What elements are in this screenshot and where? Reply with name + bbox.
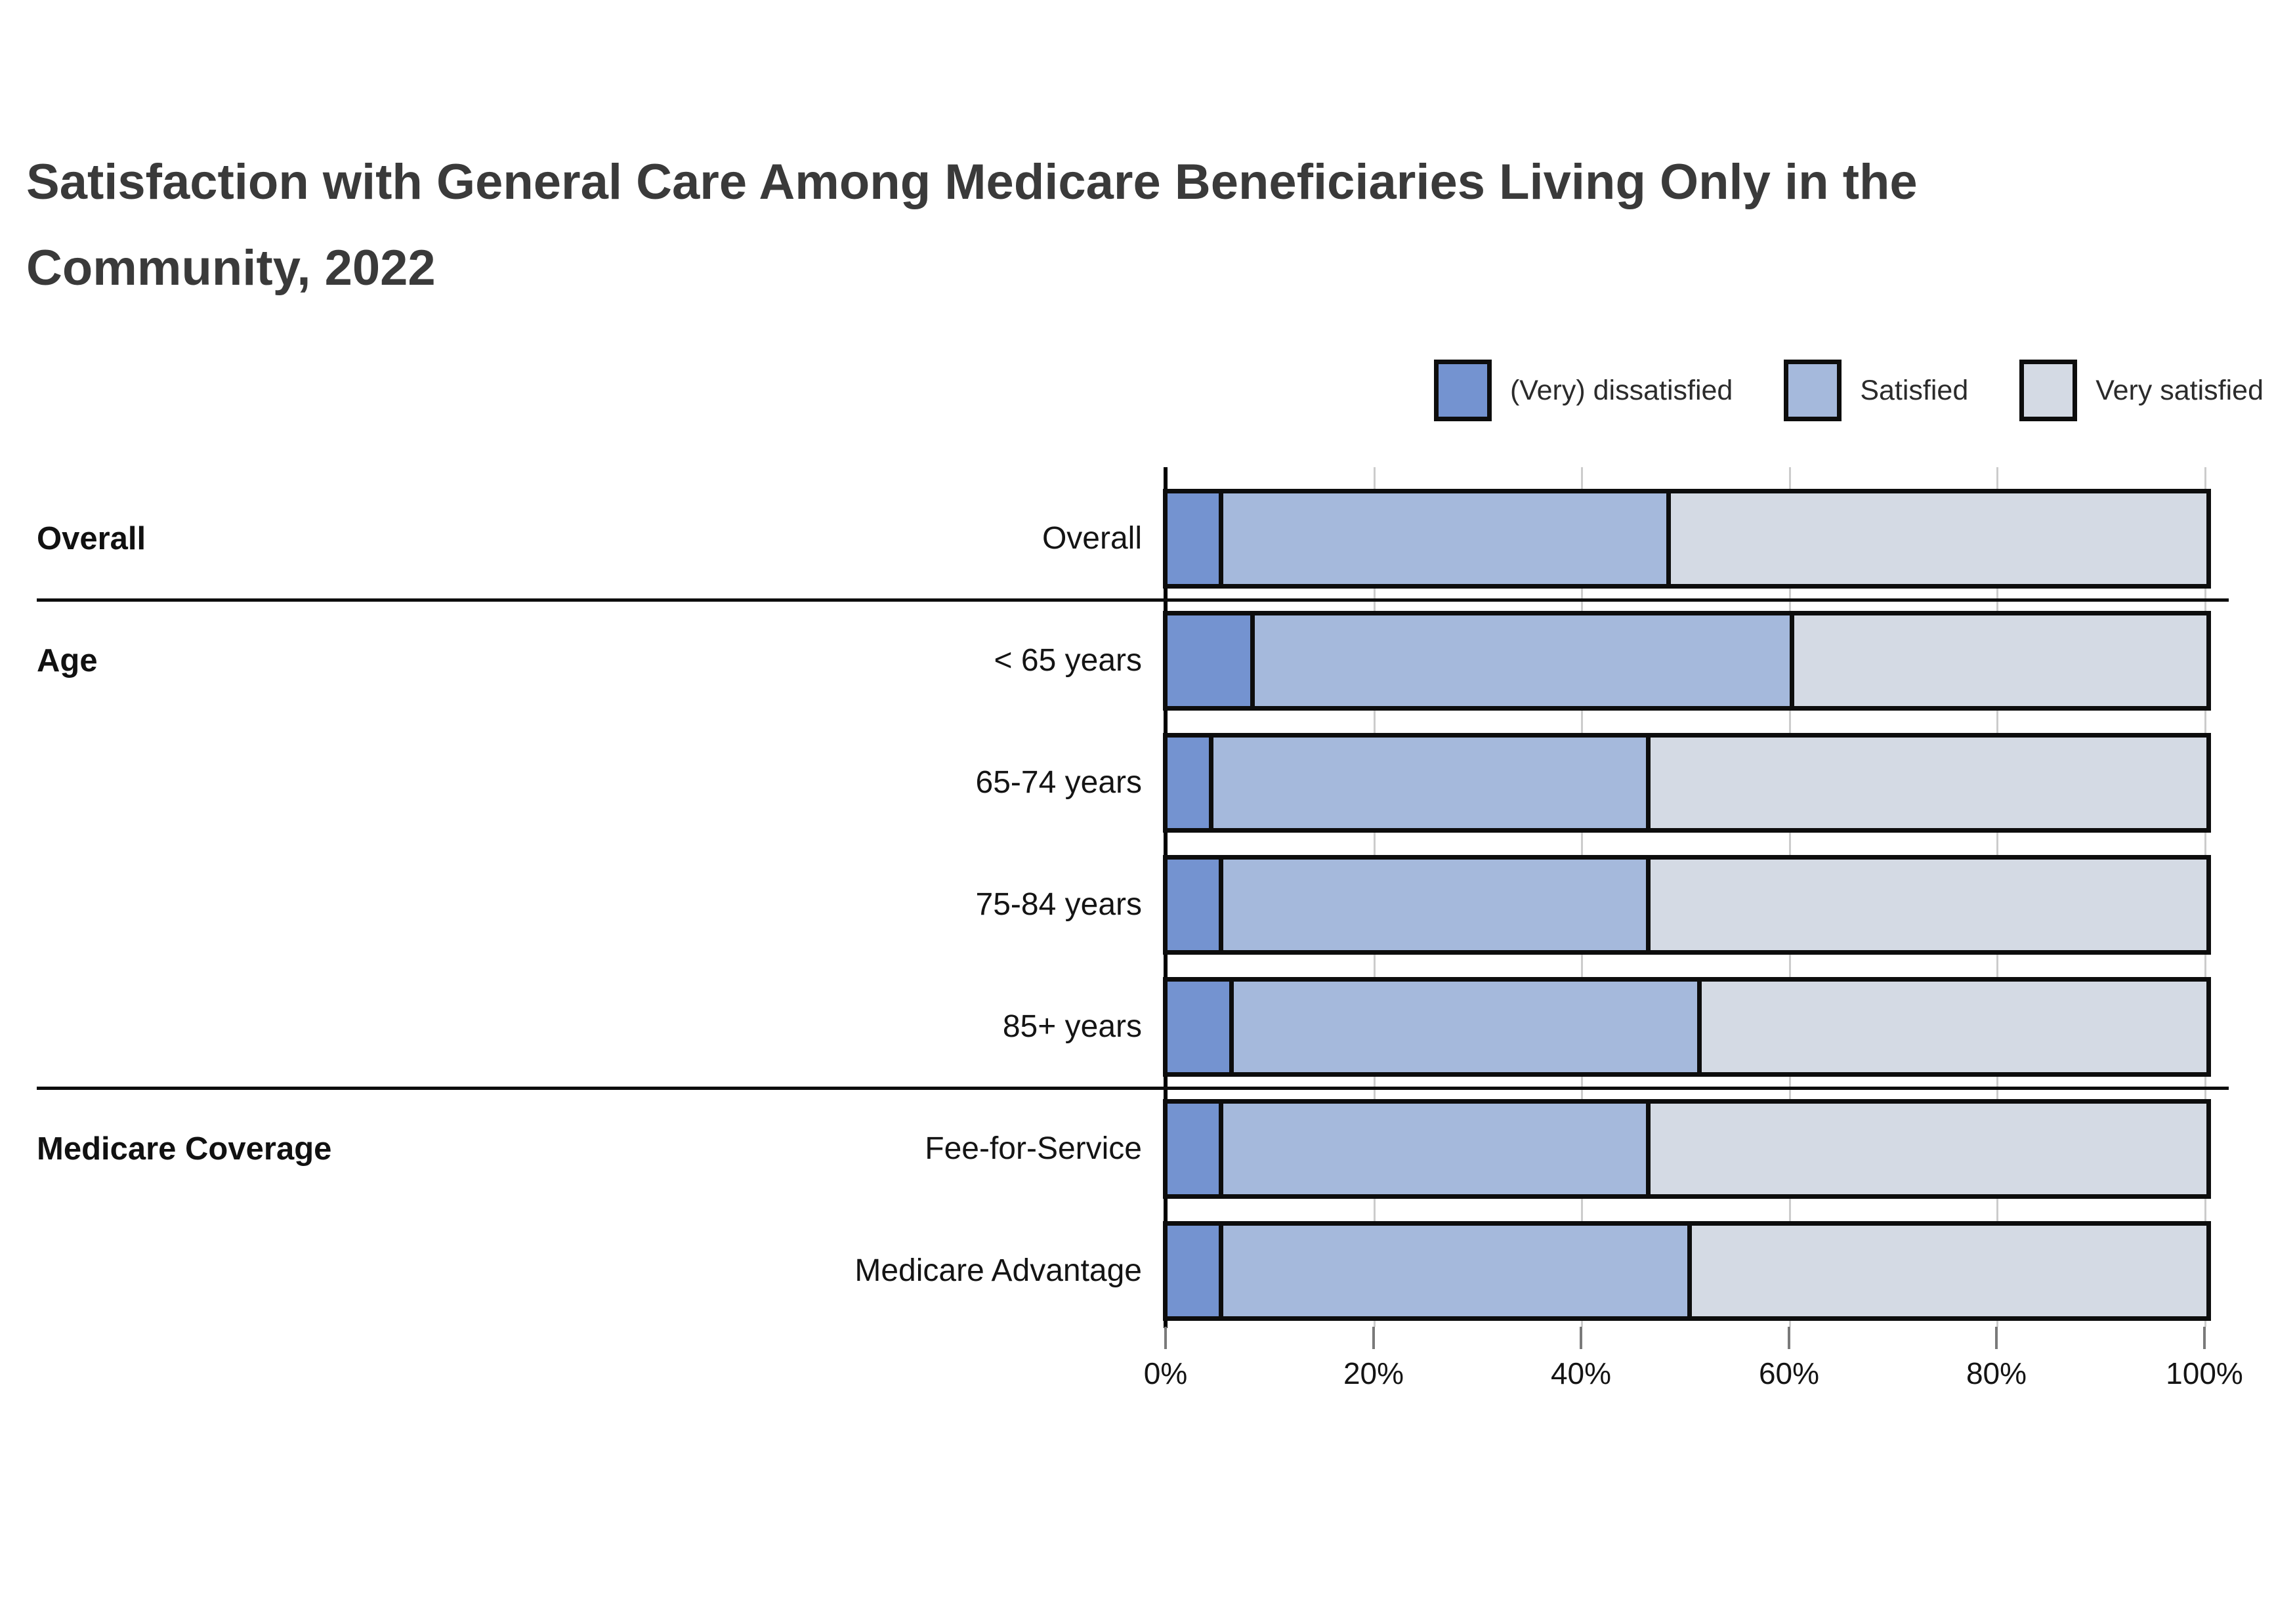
x-tick-20 bbox=[1372, 1327, 1375, 1349]
bar-segment-dissatisfied bbox=[1168, 982, 1230, 1072]
row-label: < 65 years bbox=[994, 643, 1142, 678]
bar-segment-very-satisfied bbox=[1650, 1104, 2207, 1194]
group-label-age: Age bbox=[37, 643, 98, 678]
group-divider bbox=[37, 1087, 2229, 1090]
bar-row-4 bbox=[1163, 977, 2211, 1077]
bar-segment-dissatisfied bbox=[1168, 1104, 1219, 1194]
bar-segment-satisfied bbox=[1250, 615, 1795, 706]
row-label: Medicare Advantage bbox=[854, 1253, 1142, 1288]
x-tick-0 bbox=[1164, 1327, 1167, 1349]
legend-item-dissatisfied: (Very) dissatisfied bbox=[1433, 360, 1733, 421]
chart-title: Satisfaction with General Care Among Med… bbox=[26, 139, 2218, 312]
bar-segment-very-satisfied bbox=[1691, 1226, 2206, 1316]
bar-segment-satisfied bbox=[1219, 1104, 1651, 1194]
legend-swatch-satisfied bbox=[1784, 360, 1842, 421]
x-tick-label-0: 0% bbox=[1143, 1356, 1188, 1390]
legend-label: Satisfied bbox=[1860, 374, 1969, 406]
row-label: Overall bbox=[1042, 521, 1142, 556]
group-divider bbox=[37, 598, 2229, 602]
legend-label: (Very) dissatisfied bbox=[1509, 374, 1733, 406]
row-label: 85+ years bbox=[1002, 1009, 1142, 1044]
legend-swatch-dissatisfied bbox=[1433, 360, 1492, 421]
bar-row-0 bbox=[1163, 489, 2211, 589]
bar-row-2 bbox=[1163, 733, 2211, 833]
x-tick-label-80: 80% bbox=[1966, 1356, 2027, 1390]
bar-segment-dissatisfied bbox=[1168, 860, 1219, 950]
bar-segment-satisfied bbox=[1219, 860, 1651, 950]
group-label-overall: Overall bbox=[37, 521, 146, 556]
bar-segment-satisfied bbox=[1208, 738, 1651, 828]
group-label-medicare-coverage: Medicare Coverage bbox=[37, 1131, 332, 1167]
x-tick-label-40: 40% bbox=[1550, 1356, 1612, 1390]
legend-item-satisfied: Satisfied bbox=[1784, 360, 1968, 421]
bar-row-6 bbox=[1163, 1221, 2211, 1321]
x-tick-label-20: 20% bbox=[1343, 1356, 1404, 1390]
bar-segment-very-satisfied bbox=[1794, 615, 2206, 706]
legend-swatch-very-satisfied bbox=[2019, 360, 2078, 421]
bar-segment-dissatisfied bbox=[1168, 493, 1219, 584]
bar-segment-very-satisfied bbox=[1702, 982, 2206, 1072]
row-label: 75-84 years bbox=[975, 887, 1142, 922]
x-tick-label-100: 100% bbox=[2166, 1356, 2243, 1390]
x-tick-label-60: 60% bbox=[1758, 1356, 1820, 1390]
bar-row-1 bbox=[1163, 611, 2211, 711]
x-tick-100 bbox=[2203, 1327, 2206, 1349]
x-tick-80 bbox=[1995, 1327, 1998, 1349]
bar-segment-dissatisfied bbox=[1168, 615, 1250, 706]
bar-segment-satisfied bbox=[1229, 982, 1702, 1072]
legend: (Very) dissatisfied Satisfied Very satisfi… bbox=[1433, 360, 2263, 421]
chart-title-line1: Satisfaction with General Care Among Med… bbox=[26, 154, 1918, 210]
x-tick-60 bbox=[1788, 1327, 1790, 1349]
legend-item-very-satisfied: Very satisfied bbox=[2019, 360, 2263, 421]
bar-row-3 bbox=[1163, 855, 2211, 955]
bar-row-5 bbox=[1163, 1099, 2211, 1199]
chart-title-line2: Community, 2022 bbox=[26, 240, 436, 297]
bar-segment-very-satisfied bbox=[1650, 860, 2207, 950]
row-label: 65-74 years bbox=[975, 765, 1142, 800]
bar-segment-satisfied bbox=[1219, 493, 1672, 584]
row-label: Fee-for-Service bbox=[925, 1131, 1142, 1166]
bar-segment-dissatisfied bbox=[1168, 738, 1209, 828]
bar-segment-satisfied bbox=[1219, 1226, 1692, 1316]
bar-segment-very-satisfied bbox=[1650, 738, 2207, 828]
bar-segment-very-satisfied bbox=[1671, 493, 2206, 584]
x-tick-40 bbox=[1580, 1327, 1582, 1349]
bar-segment-dissatisfied bbox=[1168, 1226, 1219, 1316]
legend-label: Very satisfied bbox=[2095, 374, 2263, 406]
